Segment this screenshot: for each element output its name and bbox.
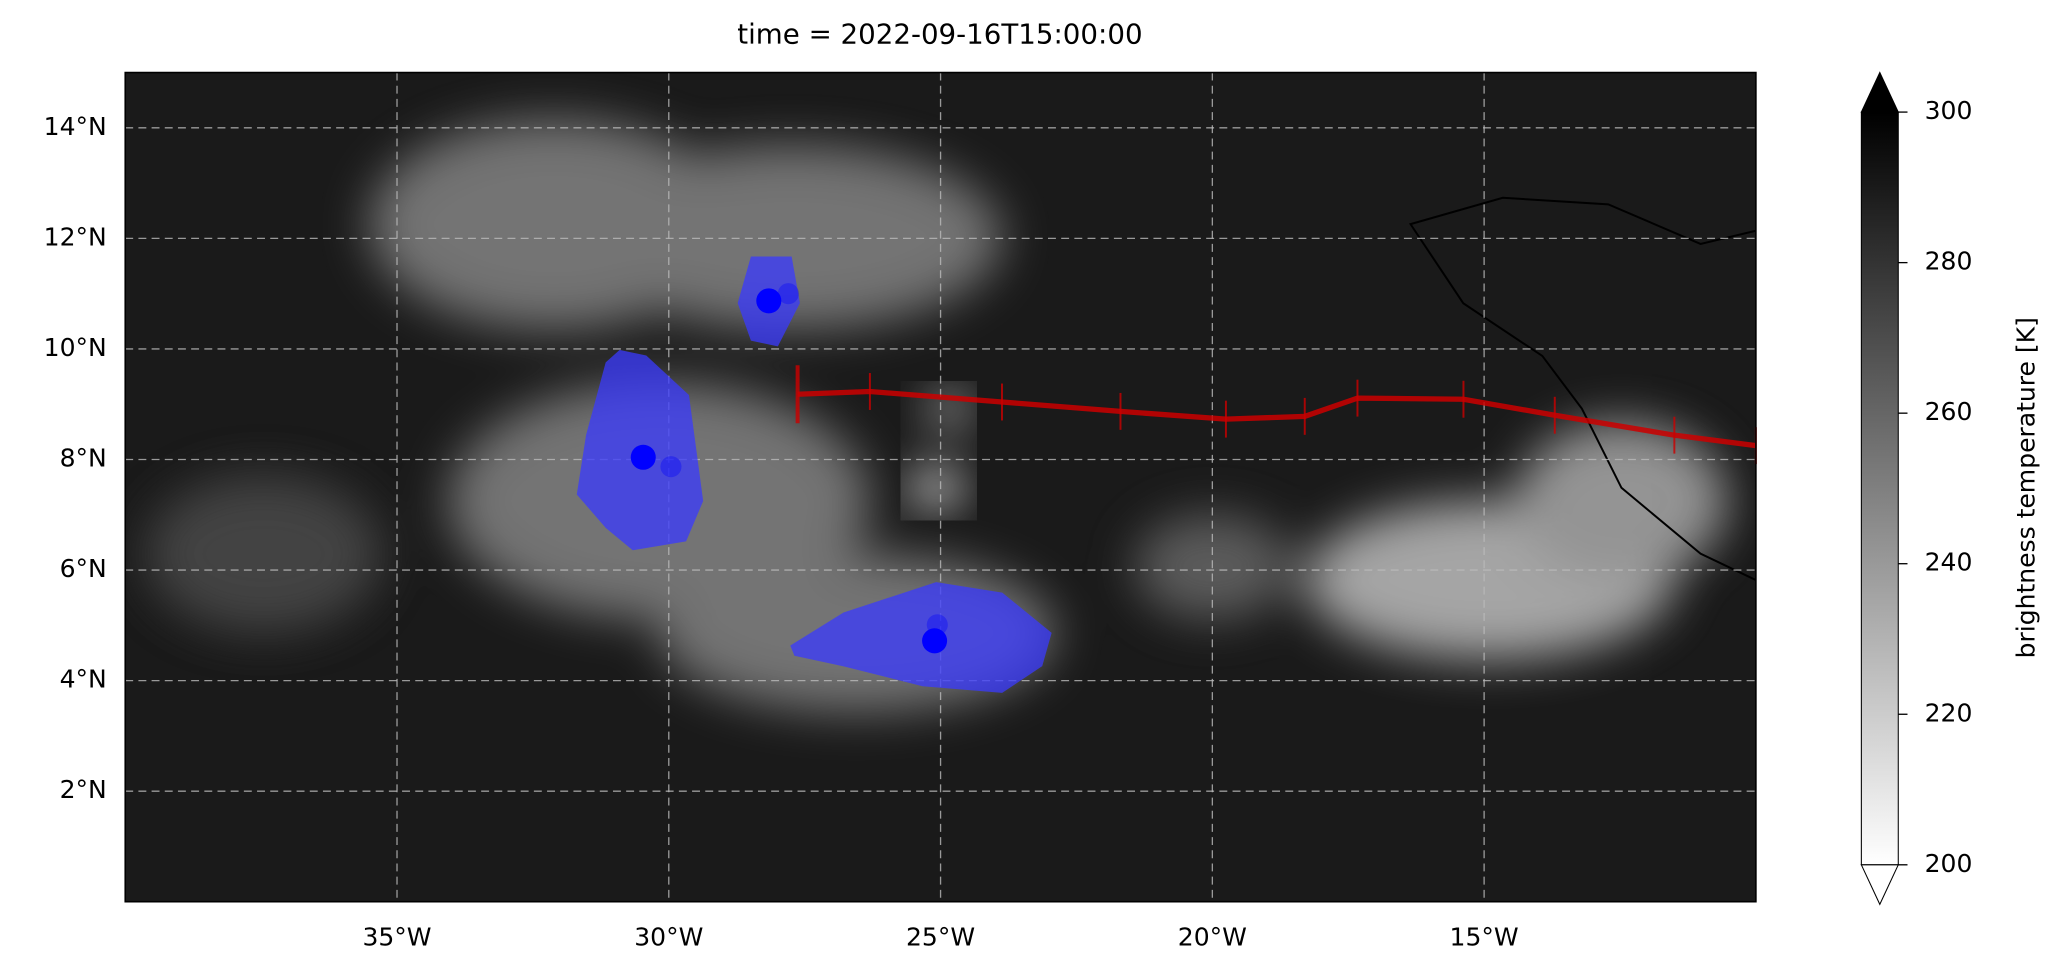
y-tick-label: 6°N [60,554,107,583]
feature-point [630,444,656,470]
y-tick-label: 4°N [60,665,107,694]
feature-point [922,628,948,654]
colorbar-label: brightness temperature [K] [2011,317,2040,658]
y-tick-label: 10°N [44,333,107,362]
map-frame [124,71,1757,903]
colorbar [1860,111,1899,866]
x-tick-label: 25°W [906,923,975,952]
colorbar-tick-label: 260 [1925,397,1973,426]
colorbar-extend-min [1860,864,1900,906]
colorbar-extend-max [1860,71,1900,113]
chart-title: time = 2022-09-16T15:00:00 [737,18,1142,51]
y-tick-label: 2°N [60,775,107,804]
colorbar-tick-label: 240 [1925,548,1973,577]
feature-point [777,283,799,305]
feature-point [660,456,682,478]
feature-area [790,582,1052,693]
x-tick-label: 20°W [1178,923,1247,952]
grid [125,72,1756,902]
x-tick-label: 15°W [1450,923,1519,952]
colorbar-tick-label: 220 [1925,698,1973,727]
colorbar-tick-label: 300 [1925,96,1973,125]
y-tick-label: 12°N [44,222,107,251]
x-tick-label: 35°W [362,923,431,952]
feature-point [926,614,948,636]
x-tick-label: 30°W [634,923,703,952]
feature-point [756,288,782,314]
y-tick-label: 14°N [44,112,107,141]
colorbar-tick-label: 280 [1925,247,1973,276]
marks [576,256,1757,693]
y-tick-label: 8°N [60,443,107,472]
colorbar-tick-label: 200 [1925,849,1973,878]
